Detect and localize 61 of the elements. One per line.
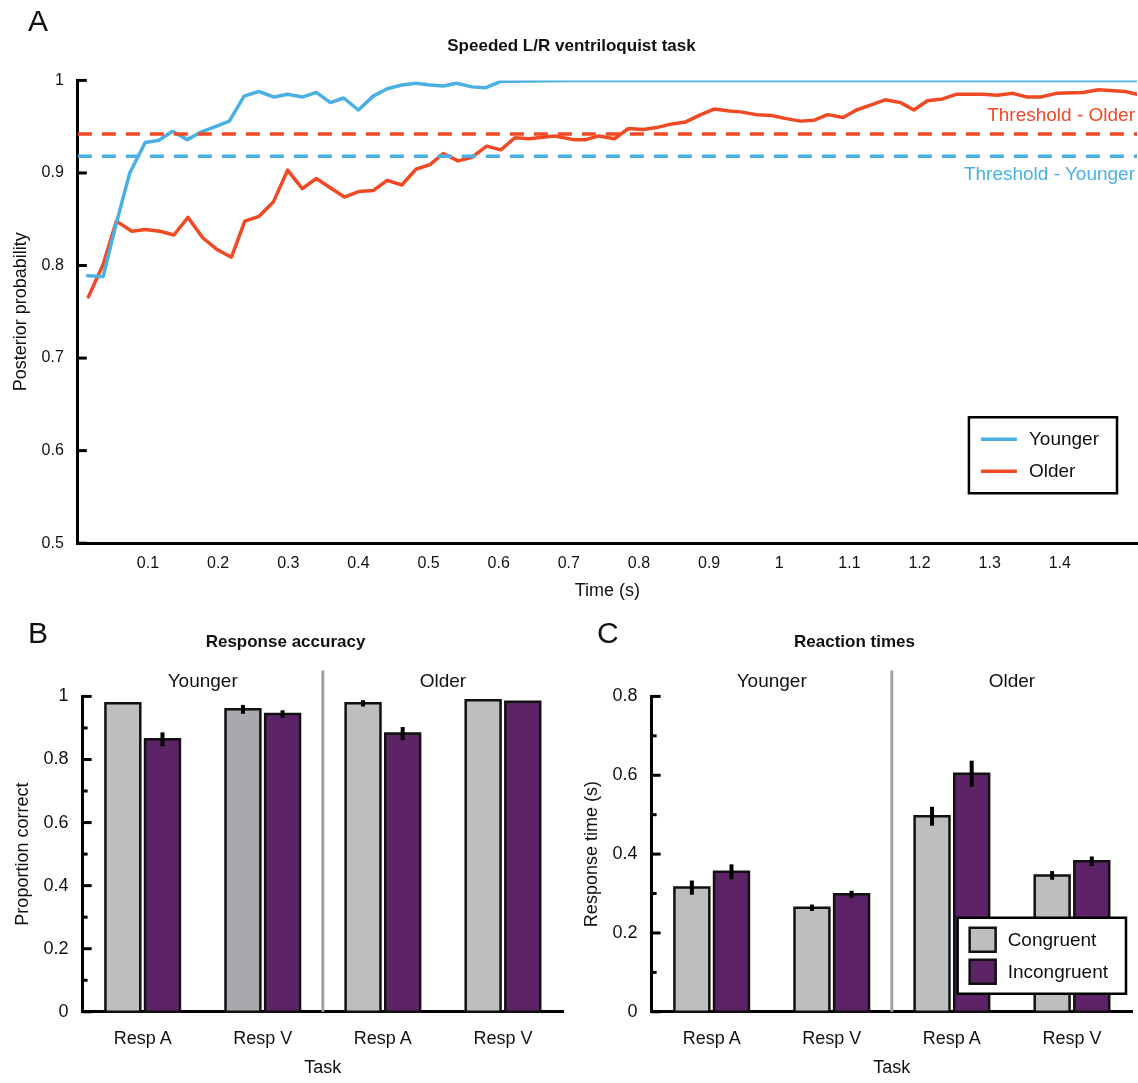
- x-tick-label: Resp A: [682, 1027, 741, 1048]
- x-tick-label: 0.4: [347, 554, 370, 572]
- legend-label: Congruent: [1007, 929, 1098, 951]
- x-tick-label: 0.3: [277, 554, 300, 572]
- y-tick-label: 0.8: [43, 748, 69, 769]
- x-tick-label: 0.7: [557, 554, 581, 572]
- y-tick-label: 0.8: [612, 685, 638, 706]
- y-tick-label: 0.4: [612, 843, 638, 864]
- y-tick-label: 0.6: [612, 764, 638, 785]
- y-tick-label: 0.8: [41, 255, 64, 273]
- text: C: [597, 616, 619, 650]
- x-tick-label: Resp A: [353, 1027, 412, 1048]
- x-tick-label: 0.2: [207, 554, 230, 572]
- x-tick-label: 1: [774, 554, 784, 572]
- y-axis-title: Posterior probability: [9, 232, 30, 392]
- text: Older: [988, 669, 1036, 691]
- y-tick-label: 0.9: [41, 163, 64, 181]
- legend-label: Incongruent: [1007, 961, 1109, 983]
- ref-line-label: Threshold - Older: [987, 103, 1136, 125]
- chart-title: Speeded L/R ventriloquist task: [447, 35, 697, 55]
- x-tick-label: Resp V: [1042, 1027, 1102, 1048]
- chart-title: Response accuracy: [205, 631, 366, 651]
- x-tick-label: Resp V: [802, 1027, 862, 1048]
- y-axis-title: Response time (s): [580, 781, 601, 928]
- text: A: [28, 4, 49, 38]
- x-tick-label: 0.1: [136, 554, 160, 572]
- y-tick-label: 0.7: [41, 348, 64, 366]
- text: B: [28, 616, 49, 650]
- legend-label: Younger: [1028, 428, 1100, 450]
- y-tick-label: 0.6: [41, 441, 64, 459]
- text: Younger: [736, 669, 808, 691]
- y-tick-label: 0: [627, 1000, 638, 1021]
- x-tick-label: 0.9: [698, 554, 721, 572]
- x-tick-label: 1.2: [908, 554, 931, 572]
- y-tick-label: 1: [54, 70, 64, 88]
- x-tick-label: 1.4: [1048, 554, 1072, 572]
- text: Younger: [167, 669, 239, 691]
- y-tick-label: 0.2: [612, 921, 638, 942]
- legend-label: Older: [1028, 460, 1077, 482]
- x-tick-label: Resp A: [113, 1027, 172, 1048]
- y-tick-label: 1: [58, 685, 69, 706]
- ref-line-label: Threshold - Younger: [963, 163, 1136, 185]
- text: Older: [419, 669, 467, 691]
- y-tick-label: 0.5: [41, 533, 64, 551]
- chart-title: Reaction times: [794, 631, 915, 651]
- x-tick-label: 1.3: [978, 554, 1001, 572]
- x-tick-label: 0.6: [487, 554, 510, 572]
- y-tick-label: 0: [58, 1000, 69, 1021]
- y-tick-label: 0.2: [43, 937, 69, 958]
- x-axis-title: Task: [873, 1057, 912, 1078]
- y-axis-title: Proportion correct: [11, 782, 32, 926]
- y-tick-label: 0.6: [43, 811, 69, 832]
- x-tick-label: Resp V: [233, 1027, 293, 1048]
- x-tick-label: 1.1: [838, 554, 861, 572]
- y-tick-label: 0.4: [43, 874, 69, 895]
- x-tick-label: 0.5: [417, 554, 440, 572]
- x-tick-label: Resp V: [473, 1027, 533, 1048]
- x-axis-title: Time (s): [574, 580, 641, 601]
- x-tick-label: Resp A: [922, 1027, 981, 1048]
- x-axis-title: Task: [304, 1057, 343, 1078]
- x-tick-label: 0.8: [627, 554, 651, 572]
